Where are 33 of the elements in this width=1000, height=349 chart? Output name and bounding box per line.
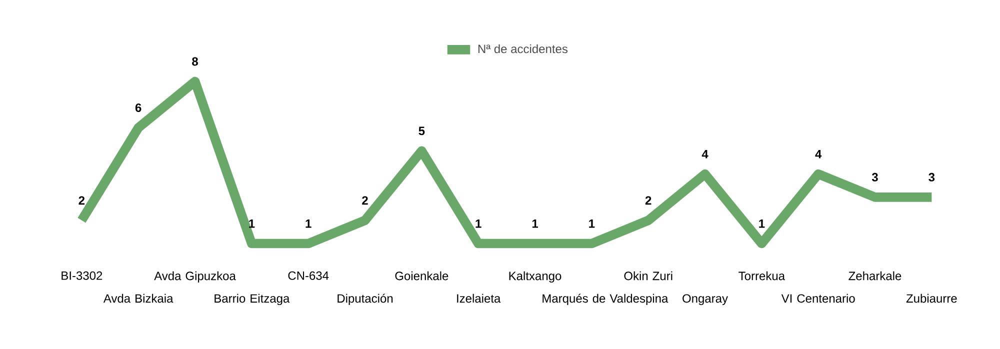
data-label: 2 <box>645 196 652 204</box>
x-tick-label: Torrekua <box>738 271 786 280</box>
x-tick-label: Avda Gipuzkoa <box>154 271 236 282</box>
data-label: 3 <box>928 172 935 182</box>
x-tick-label: VI Centenario <box>781 294 855 303</box>
x-tick-label: Kaltxango <box>509 271 562 282</box>
data-label: 3 <box>872 172 878 182</box>
data-label: 2 <box>362 196 368 204</box>
x-tick-label: Marqués de Valdespina <box>542 294 668 305</box>
data-label: 1 <box>249 219 255 228</box>
data-label: 2 <box>78 196 85 204</box>
x-tick-label: Barrio Eitzaga <box>214 294 290 305</box>
legend-label: Nª de accidentes <box>478 44 568 54</box>
x-tick-label: Goienkale <box>395 271 448 280</box>
data-label: 4 <box>702 150 708 158</box>
x-tick-label: Zubiaurre <box>906 294 957 303</box>
data-label: 1 <box>589 219 595 228</box>
data-label: 8 <box>192 57 198 66</box>
x-tick-label: Zeharkale <box>848 271 902 280</box>
x-tick-label: BI-3302 <box>62 271 102 280</box>
x-tick-label: Diputación <box>338 294 393 305</box>
x-tick-label: Okin Zuri <box>624 271 672 280</box>
data-label: 4 <box>815 150 822 158</box>
data-label: 6 <box>135 103 142 112</box>
data-label: 1 <box>476 219 482 228</box>
data-label: 1 <box>306 219 312 228</box>
data-label: 5 <box>418 126 425 135</box>
data-label: 1 <box>532 219 538 228</box>
data-label: 1 <box>759 219 765 228</box>
x-tick-label: Izelaieta <box>457 294 501 303</box>
x-tick-label: CN-634 <box>288 271 329 280</box>
x-tick-label: Avda Bizkaia <box>103 294 174 303</box>
x-tick-label: Ongaray <box>682 294 728 305</box>
